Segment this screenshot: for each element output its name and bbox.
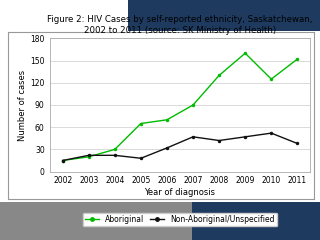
- Legend: Aboriginal, Non-Aboriginal/Unspecified: Aboriginal, Non-Aboriginal/Unspecified: [83, 213, 277, 226]
- Title: Figure 2: HIV Cases by self-reported ethnicity, Saskatchewan,
2002 to 2011 (sour: Figure 2: HIV Cases by self-reported eth…: [47, 15, 313, 35]
- Y-axis label: Number of cases: Number of cases: [19, 69, 28, 141]
- X-axis label: Year of diagnosis: Year of diagnosis: [145, 188, 215, 197]
